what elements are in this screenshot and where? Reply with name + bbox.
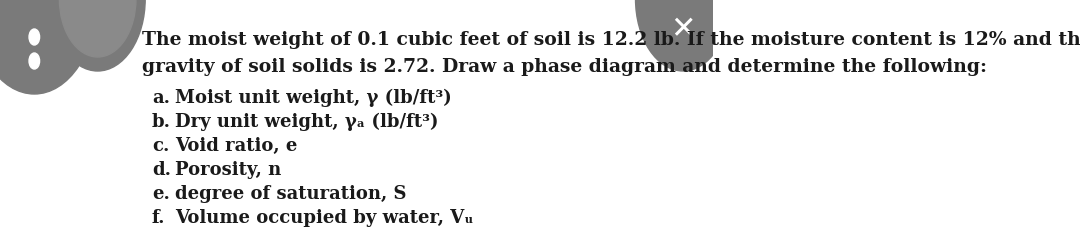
Text: Void ratio, e: Void ratio, e — [175, 136, 297, 154]
Text: d.: d. — [152, 160, 171, 178]
Text: a.: a. — [152, 89, 170, 106]
Text: degree of saturation, S: degree of saturation, S — [175, 184, 406, 202]
Text: Moist unit weight, γ (lb/ft³): Moist unit weight, γ (lb/ft³) — [175, 89, 451, 107]
Text: e.: e. — [152, 184, 170, 202]
Text: f.: f. — [152, 208, 165, 226]
Circle shape — [29, 54, 40, 70]
Text: Dry unit weight, γₐ (lb/ft³): Dry unit weight, γₐ (lb/ft³) — [175, 112, 438, 131]
Circle shape — [50, 0, 145, 72]
Text: b.: b. — [152, 112, 171, 130]
Text: Porosity, n: Porosity, n — [175, 160, 281, 178]
Text: c.: c. — [152, 136, 170, 154]
Circle shape — [59, 0, 136, 58]
Text: Volume occupied by water, Vᵤ: Volume occupied by water, Vᵤ — [175, 208, 473, 226]
Text: ✕: ✕ — [671, 16, 696, 44]
Text: The moist weight of 0.1 cubic feet of soil is 12.2 lb. If the moisture content i: The moist weight of 0.1 cubic feet of so… — [141, 31, 1080, 49]
Circle shape — [0, 0, 97, 94]
Circle shape — [29, 30, 40, 46]
Text: gravity of soil solids is 2.72. Draw a phase diagram and determine the following: gravity of soil solids is 2.72. Draw a p… — [141, 58, 987, 76]
Circle shape — [635, 0, 730, 72]
